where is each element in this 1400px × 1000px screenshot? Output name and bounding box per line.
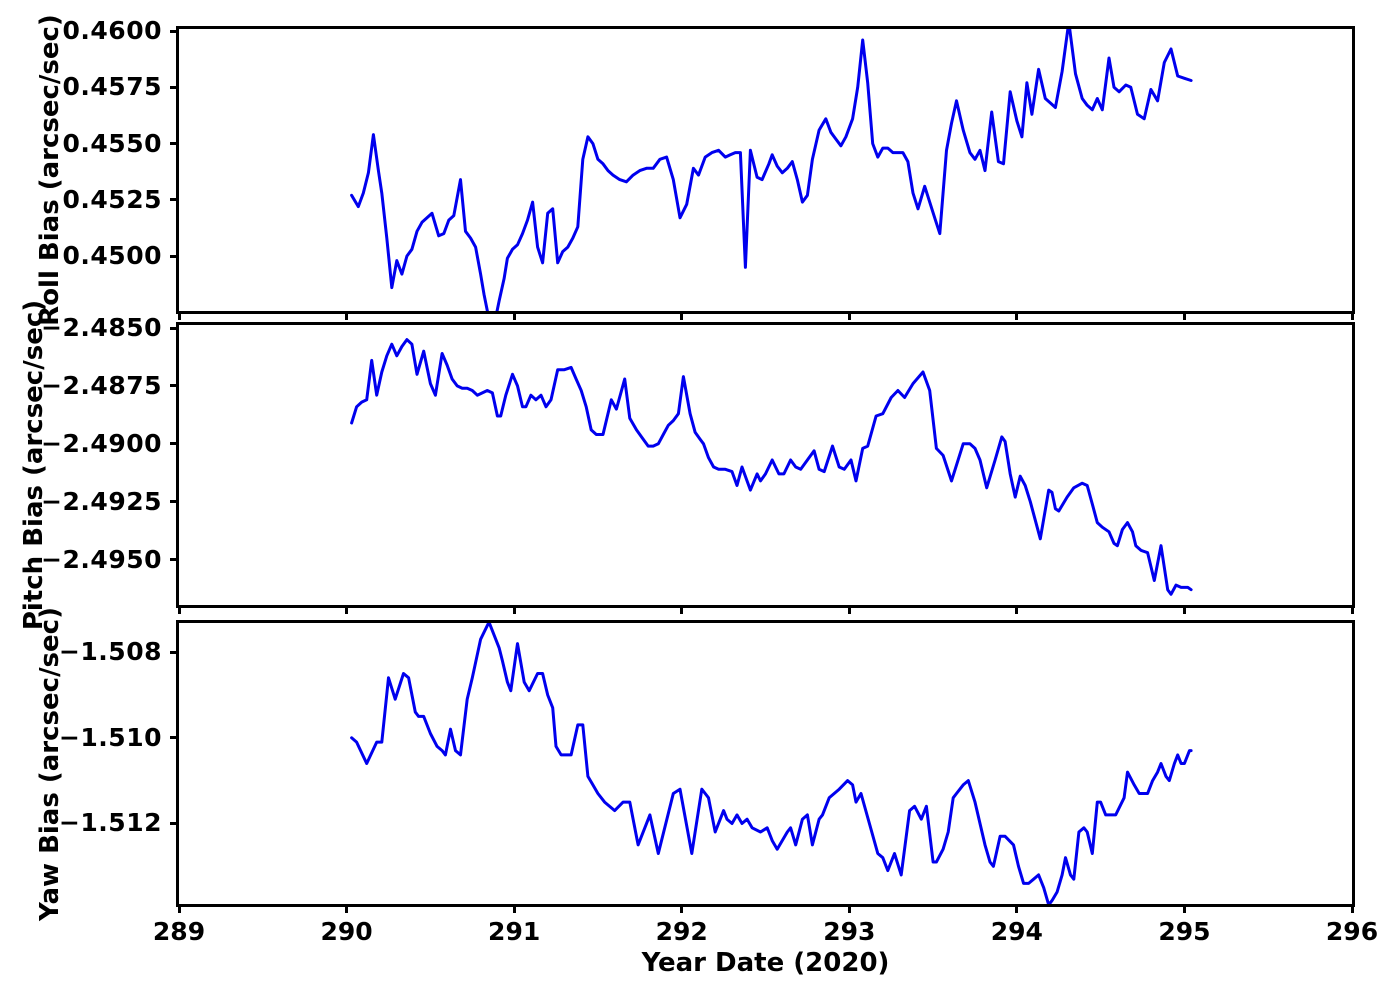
y-tick <box>170 85 179 89</box>
roll-bias-plot <box>350 29 1193 311</box>
x-tick <box>847 904 851 913</box>
y-tick-label: 0.4500 <box>62 240 162 270</box>
y-tick <box>170 198 179 202</box>
x-tick <box>680 311 684 320</box>
y-tick-label: −1.510 <box>58 722 162 752</box>
x-tick <box>177 311 181 320</box>
y-tick-label: 0.4525 <box>62 184 162 214</box>
yaw-bias-plot <box>350 623 1193 904</box>
pitch-bias-plot <box>350 338 1193 596</box>
data-line-pitch-bias <box>350 338 1193 596</box>
data-line-roll-bias <box>350 29 1193 311</box>
x-tick-label: 295 <box>1158 917 1211 946</box>
y-tick-label: −2.4850 <box>41 312 162 342</box>
y-tick-label: −2.4875 <box>41 370 162 400</box>
x-tick <box>1182 605 1186 614</box>
y-tick <box>170 142 179 146</box>
x-tick <box>512 605 516 614</box>
x-tick-label: 290 <box>320 917 373 946</box>
x-tick <box>1350 904 1354 913</box>
x-tick <box>177 904 181 913</box>
x-tick <box>345 904 349 913</box>
y-tick-label: 0.4575 <box>62 72 162 102</box>
y-tick <box>170 821 179 825</box>
y-tick <box>170 500 179 504</box>
x-tick <box>512 311 516 320</box>
y-tick <box>170 326 179 330</box>
y-tick-label: −2.4925 <box>41 486 162 516</box>
x-tick <box>1182 904 1186 913</box>
x-tick-label: 296 <box>1325 917 1379 946</box>
x-tick <box>345 605 349 614</box>
x-tick <box>680 904 684 913</box>
x-tick <box>1350 311 1354 320</box>
plot-panel-pitch-bias <box>176 322 1355 608</box>
y-tick <box>170 650 179 654</box>
x-tick <box>177 605 181 614</box>
y-tick-label: −1.508 <box>58 637 162 667</box>
plot-panel-yaw-bias <box>176 620 1355 907</box>
x-tick <box>1015 605 1019 614</box>
y-tick-label: −2.4900 <box>41 428 162 458</box>
x-tick <box>1182 311 1186 320</box>
y-tick <box>170 29 179 33</box>
y-tick-label: 0.4550 <box>62 128 162 158</box>
x-tick-label: 293 <box>823 917 876 946</box>
x-tick-label: 291 <box>488 917 541 946</box>
x-tick <box>345 311 349 320</box>
x-tick-label: 294 <box>990 917 1043 946</box>
y-axis-label-roll: Roll Bias (arcsec/sec) <box>35 14 65 326</box>
y-tick <box>170 254 179 258</box>
plot-panel-roll-bias <box>176 26 1355 314</box>
x-tick <box>1015 311 1019 320</box>
x-tick <box>847 311 851 320</box>
x-tick <box>680 605 684 614</box>
x-tick <box>512 904 516 913</box>
x-axis-label: Year Date (2020) <box>641 948 890 978</box>
x-tick <box>847 605 851 614</box>
y-tick <box>170 558 179 562</box>
x-tick <box>1015 904 1019 913</box>
y-tick <box>170 384 179 388</box>
x-tick-label: 292 <box>655 917 708 946</box>
y-tick-label: −2.4950 <box>41 544 162 574</box>
y-axis-label-pitch: Pitch Bias (arcsec/sec) <box>19 299 49 631</box>
y-tick-label: 0.4600 <box>62 15 162 45</box>
y-tick <box>170 442 179 446</box>
x-tick <box>1350 605 1354 614</box>
x-tick-label: 289 <box>152 917 206 946</box>
y-tick <box>170 736 179 740</box>
y-tick-label: −1.512 <box>58 808 162 838</box>
data-line-yaw-bias <box>350 623 1193 904</box>
